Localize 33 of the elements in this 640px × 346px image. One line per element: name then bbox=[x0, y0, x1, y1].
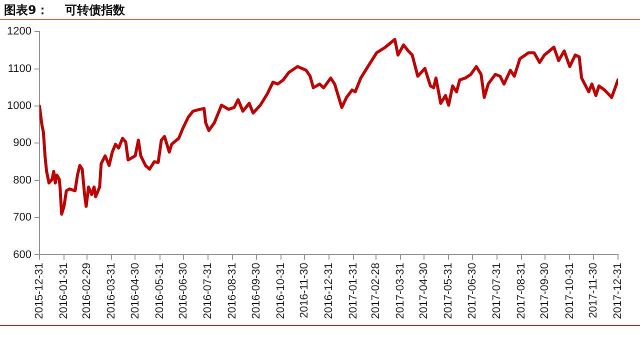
y-tick-label: 900 bbox=[13, 137, 32, 150]
x-tick-label: 2017-04-30 bbox=[418, 262, 430, 320]
x-tick-label: 2017-12-31 bbox=[612, 262, 624, 320]
x-tick-label: 2016-11-30 bbox=[298, 262, 311, 318]
x-tick-label: 2015-12-31 bbox=[34, 262, 46, 320]
x-tick-label: 2016-09-30 bbox=[250, 262, 262, 320]
y-tick-label: 700 bbox=[13, 212, 32, 224]
x-tick-label: 2016-05-31 bbox=[154, 262, 166, 320]
x-tick-label: 2016-02-29 bbox=[80, 262, 93, 320]
chart-title: 图表9： 可转债指数 bbox=[4, 2, 126, 19]
x-tick-label: 2017-09-30 bbox=[539, 262, 552, 320]
x-tick-label: 2017-10-31 bbox=[564, 262, 576, 320]
x-tick-label: 2017-01-31 bbox=[348, 262, 360, 320]
x-tick-label: 2017-06-30 bbox=[466, 262, 478, 320]
x-tick-label: 2017-08-31 bbox=[515, 262, 528, 320]
y-tick-label: 1100 bbox=[8, 62, 32, 75]
x-tick-label: 2016-04-30 bbox=[129, 262, 142, 320]
y-tick-label: 600 bbox=[13, 248, 32, 261]
x-tick-label: 2016-08-31 bbox=[226, 262, 239, 320]
y-tick-label: 800 bbox=[13, 174, 32, 186]
y-tick-label: 1000 bbox=[6, 100, 32, 112]
x-tick-label: 2016-03-31 bbox=[106, 262, 118, 320]
x-tick-label: 2017-02-28 bbox=[370, 262, 382, 320]
x-tick-label: 2017-07-31 bbox=[490, 262, 503, 320]
y-tick-label: 1200 bbox=[6, 26, 32, 38]
x-tick-label: 2016-10-31 bbox=[274, 262, 287, 320]
x-tick-label: 2017-05-31 bbox=[442, 262, 455, 320]
x-tick-label: 2016-06-30 bbox=[178, 262, 190, 320]
x-tick-label: 2016-01-31 bbox=[58, 262, 70, 320]
x-tick-label: 2016-07-31 bbox=[202, 262, 214, 320]
x-tick-label: 2017-03-31 bbox=[394, 262, 406, 320]
x-tick-label: 2017-11-30 bbox=[587, 262, 600, 318]
x-tick-label: 2016-12-31 bbox=[323, 262, 336, 320]
